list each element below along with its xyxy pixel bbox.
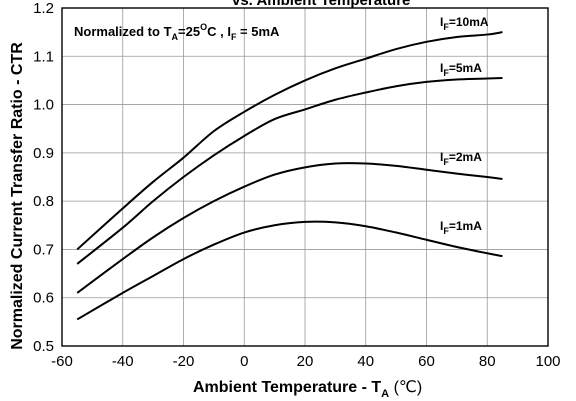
plot-frame: [61, 7, 549, 347]
y-tick-label: 0.6: [33, 290, 54, 307]
y-tick-label: 0.7: [33, 241, 54, 258]
series-line: [76, 162, 503, 294]
x-tick-label: 20: [297, 353, 314, 370]
normalization-note: Normalized to TA=25OC , IF = 5mA: [74, 22, 280, 42]
x-tick-label: 40: [357, 353, 374, 370]
series-group: [76, 31, 503, 321]
x-tick-label: -20: [173, 353, 195, 370]
series-line: [76, 31, 503, 251]
series-line: [76, 77, 503, 265]
series-label: IF=5mA: [440, 61, 482, 78]
y-axis-title: Normalized Current Transfer Ratio - CTR: [9, 42, 26, 350]
series-labels: IF=10mA IF=5mA IF=2mA IF=1mA: [440, 15, 489, 236]
y-tick-label: 0.5: [33, 338, 54, 355]
series-label: IF=1mA: [440, 219, 482, 236]
y-tick-label: 0.9: [33, 145, 54, 162]
x-tick-label: -40: [112, 353, 134, 370]
y-tick-label: 1.1: [33, 48, 54, 65]
chart-title: vs. Ambient Temperature: [232, 0, 410, 9]
x-tick-label: -60: [51, 353, 73, 370]
y-tick-label: 1.2: [33, 0, 54, 17]
series-label: IF=2mA: [440, 150, 482, 167]
x-tick-label: 80: [479, 353, 496, 370]
x-axis-title: Ambient Temperature - TA (℃): [193, 379, 422, 400]
y-tick-label: 1.0: [33, 97, 54, 114]
x-tick-label: 0: [240, 353, 248, 370]
y-tick-label: 0.8: [33, 193, 54, 210]
series-label: IF=10mA: [440, 15, 489, 32]
y-tick-labels: 0.5 0.6 0.7 0.8 0.9 1.0 1.1 1.2: [33, 0, 54, 355]
x-tick-labels: -60 -40 -20 0 20 40 60 80 100: [51, 353, 560, 370]
x-tick-label: 100: [535, 353, 560, 370]
x-tick-label: 60: [418, 353, 435, 370]
series-line: [76, 220, 503, 321]
